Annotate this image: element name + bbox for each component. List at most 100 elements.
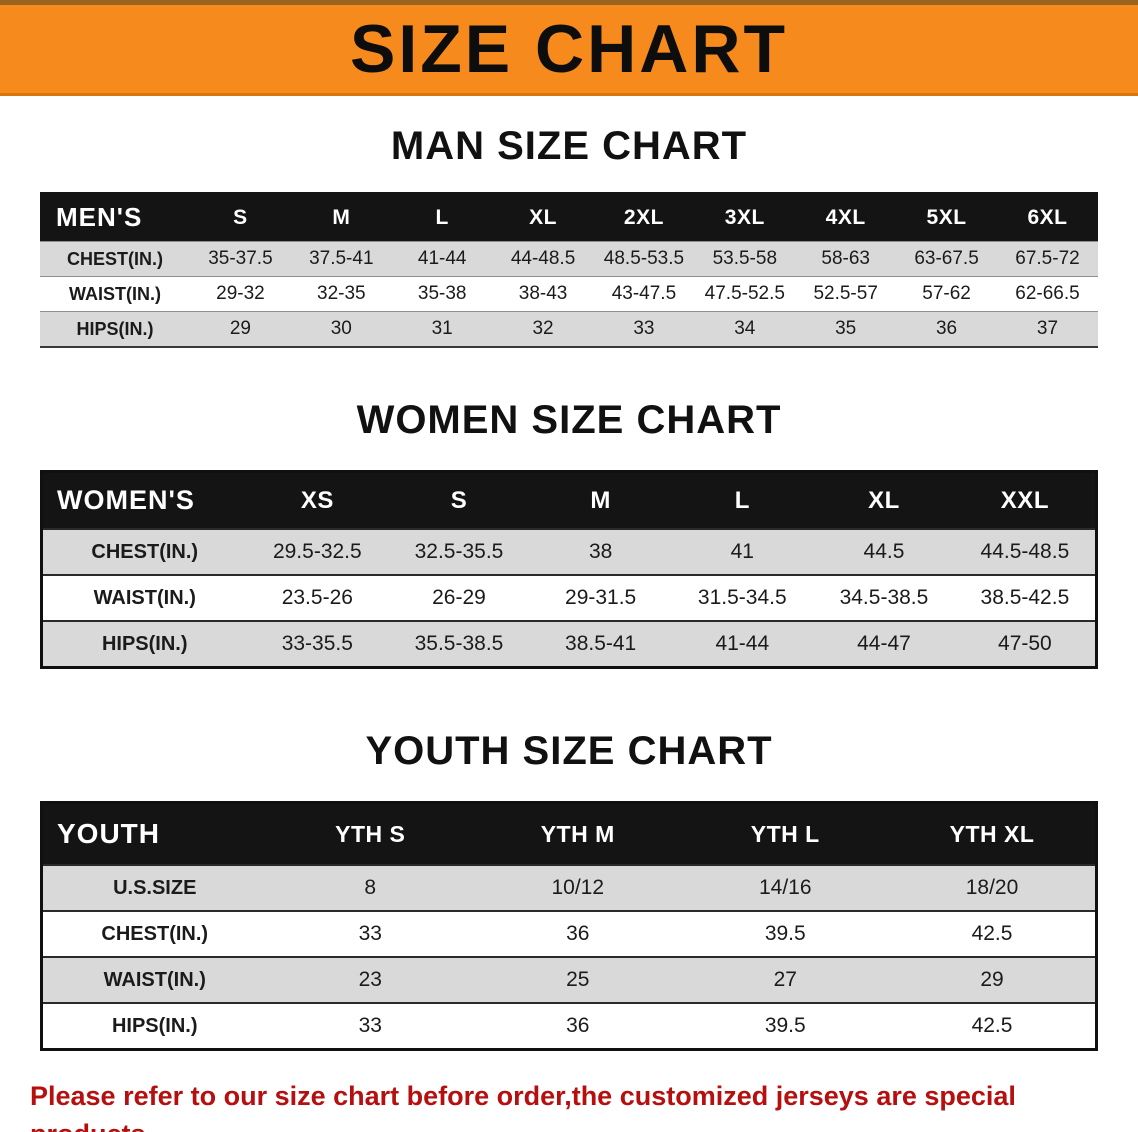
measurement-value-cell: 67.5-72: [997, 241, 1098, 277]
size-column-header: S: [388, 471, 530, 529]
measurement-value-cell: 33: [266, 1002, 474, 1050]
measurement-value-cell: 29-31.5: [529, 574, 672, 621]
table-header-row: WOMEN'S XS S M L XL XXL: [41, 471, 1097, 529]
measurement-value-cell: 18/20: [889, 864, 1097, 911]
table-corner-label: WOMEN'S: [41, 471, 247, 529]
measurement-value-cell: 33-35.5: [246, 620, 389, 668]
measurement-value-cell: 35-37.5: [190, 241, 291, 277]
youth-size-table: YOUTH YTH S YTH M YTH L YTH XL U.S.SIZE 8 10/12…: [40, 801, 1098, 1051]
size-column-header: 2XL: [593, 193, 695, 242]
measurement-value-cell: 14/16: [681, 864, 889, 911]
measurement-value-cell: 57-62: [896, 276, 997, 312]
measurement-value-cell: 38.5-41: [529, 620, 672, 668]
measurement-value-cell: 38-43: [492, 276, 594, 312]
measurement-row: U.S.SIZE 8 10/12 14/16 18/20: [41, 864, 1097, 911]
men-size-table: MEN'S S M L XL 2XL 3XL 4XL 5XL 6XL CHEST(IN.) 35-37…: [40, 192, 1098, 348]
youth-size-section: YOUTH SIZE CHART YOUTH YTH S YTH M YTH L YTH…: [0, 727, 1138, 1051]
size-column-header: M: [529, 471, 672, 529]
measurement-row: CHEST(IN.) 29.5-32.5 32.5-35.5 38 41 44.5 44.5…: [41, 528, 1097, 575]
measurement-label-cell: WAIST(IN.): [41, 574, 247, 621]
measurement-value-cell: 34: [694, 311, 796, 347]
measurement-label-cell: HIPS(IN.): [41, 1002, 267, 1050]
measurement-label-cell: CHEST(IN.): [41, 528, 247, 575]
measurement-value-cell: 10/12: [474, 864, 682, 911]
size-column-header: XXL: [954, 471, 1097, 529]
measurement-value-cell: 47-50: [954, 620, 1097, 668]
measurement-value-cell: 27: [681, 956, 889, 1003]
measurement-label-cell: HIPS(IN.): [40, 311, 190, 347]
page-title: SIZE CHART: [350, 11, 788, 87]
size-column-header: 6XL: [997, 193, 1098, 242]
measurement-value-cell: 32.5-35.5: [388, 528, 530, 575]
measurement-label-cell: CHEST(IN.): [40, 241, 190, 277]
measurement-value-cell: 41-44: [391, 241, 493, 277]
measurement-value-cell: 39.5: [681, 910, 889, 957]
measurement-value-cell: 47.5-52.5: [694, 276, 796, 312]
measurement-value-cell: 36: [896, 311, 997, 347]
size-column-header: XS: [246, 471, 389, 529]
measurement-label-cell: HIPS(IN.): [41, 620, 247, 668]
measurement-value-cell: 26-29: [388, 574, 530, 621]
measurement-row: CHEST(IN.) 33 36 39.5 42.5: [41, 910, 1097, 957]
size-column-header: XL: [813, 471, 955, 529]
measurement-value-cell: 41: [671, 528, 814, 575]
measurement-value-cell: 34.5-38.5: [813, 574, 955, 621]
measurement-label-cell: U.S.SIZE: [41, 864, 267, 911]
measurement-value-cell: 39.5: [681, 1002, 889, 1050]
measurement-row: WAIST(IN.) 29-32 32-35 35-38 38-43 43-47.5 47.…: [40, 276, 1098, 312]
measurement-value-cell: 25: [474, 956, 682, 1003]
measurement-label-cell: WAIST(IN.): [40, 276, 190, 312]
measurement-value-cell: 62-66.5: [997, 276, 1098, 312]
table-header-row: YOUTH YTH S YTH M YTH L YTH XL: [41, 802, 1097, 865]
size-column-header: YTH L: [681, 802, 889, 865]
measurement-value-cell: 42.5: [889, 1002, 1097, 1050]
measurement-value-cell: 38: [529, 528, 672, 575]
measurement-value-cell: 23: [266, 956, 474, 1003]
measurement-value-cell: 29.5-32.5: [246, 528, 389, 575]
measurement-value-cell: 33: [593, 311, 695, 347]
size-column-header: YTH M: [474, 802, 682, 865]
measurement-value-cell: 48.5-53.5: [593, 241, 695, 277]
women-section-heading: WOMEN SIZE CHART: [356, 398, 782, 442]
measurement-value-cell: 58-63: [795, 241, 897, 277]
measurement-value-cell: 31: [391, 311, 493, 347]
measurement-value-cell: 44.5: [813, 528, 955, 575]
size-column-header: 4XL: [795, 193, 897, 242]
youth-section-heading: YOUTH SIZE CHART: [365, 729, 773, 773]
size-column-header: S: [190, 193, 291, 242]
size-column-header: M: [290, 193, 392, 242]
measurement-value-cell: 35.5-38.5: [388, 620, 530, 668]
measurement-value-cell: 32-35: [290, 276, 392, 312]
measurement-value-cell: 29-32: [190, 276, 291, 312]
table-header-row: MEN'S S M L XL 2XL 3XL 4XL 5XL 6XL: [40, 193, 1098, 242]
footer-notice: Please refer to our size chart before or…: [0, 1077, 1138, 1132]
table-corner-label: MEN'S: [40, 193, 190, 242]
measurement-value-cell: 35-38: [391, 276, 493, 312]
measurement-row: HIPS(IN.) 33 36 39.5 42.5: [41, 1002, 1097, 1050]
measurement-value-cell: 35: [795, 311, 897, 347]
measurement-value-cell: 33: [266, 910, 474, 957]
measurement-row: CHEST(IN.) 35-37.5 37.5-41 41-44 44-48.5 48.5…: [40, 241, 1098, 277]
measurement-value-cell: 43-47.5: [593, 276, 695, 312]
measurement-value-cell: 41-44: [671, 620, 814, 668]
men-size-section: MAN SIZE CHART MEN'S S M L XL 2XL 3XL 4XL 5XL 6XL…: [0, 122, 1138, 348]
measurement-value-cell: 52.5-57: [795, 276, 897, 312]
measurement-row: WAIST(IN.) 23 25 27 29: [41, 956, 1097, 1003]
measurement-value-cell: 38.5-42.5: [954, 574, 1097, 621]
size-column-header: L: [671, 471, 814, 529]
size-column-header: YTH XL: [889, 802, 1097, 865]
measurement-row: HIPS(IN.) 29 30 31 32 33 34 35 36 37: [40, 311, 1098, 347]
size-column-header: XL: [492, 193, 594, 242]
measurement-row: HIPS(IN.) 33-35.5 35.5-38.5 38.5-41 41-44 44-…: [41, 620, 1097, 668]
table-corner-label: YOUTH: [41, 802, 267, 865]
banner: SIZE CHART: [0, 0, 1138, 96]
measurement-value-cell: 36: [474, 1002, 682, 1050]
women-size-table: WOMEN'S XS S M L XL XXL CHEST(IN.) 29.5-32.5 32.5…: [40, 470, 1098, 669]
measurement-value-cell: 37: [997, 311, 1098, 347]
size-column-header: 5XL: [896, 193, 997, 242]
men-section-heading: MAN SIZE CHART: [390, 124, 748, 168]
measurement-value-cell: 29: [190, 311, 291, 347]
measurement-value-cell: 30: [290, 311, 392, 347]
measurement-label-cell: CHEST(IN.): [41, 910, 267, 957]
